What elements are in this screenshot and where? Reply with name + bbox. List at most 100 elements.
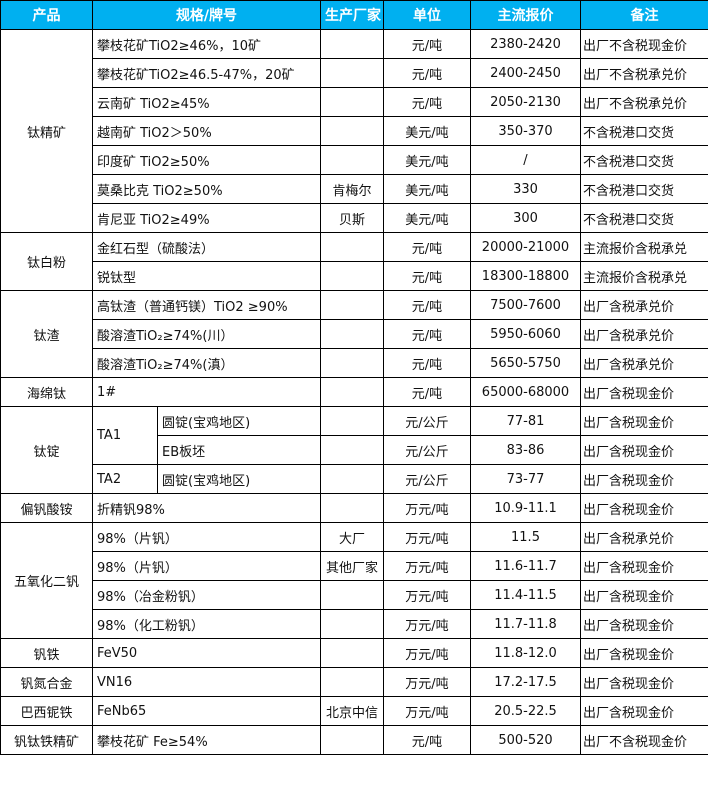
note-cell: 出厂含税承兑价 [580,348,708,378]
spec-cell: FeNb65 [92,696,321,726]
note-cell: 不含税港口交货 [580,203,708,233]
unit-cell: 元/吨 [383,377,471,407]
table-row: TA2 圆锭(宝鸡地区) 元/公斤 73-77 出厂含税现金价 [1,464,708,494]
note-cell: 出厂不含税现金价 [580,29,708,59]
maker-cell [320,609,384,639]
price-cell: 11.7-11.8 [470,609,581,639]
spec-cell: 酸溶渣TiO₂≥74%(滇） [92,348,321,378]
table-row: 98%（化工粉钒） 万元/吨 11.7-11.8 出厂含税现金价 [1,609,708,639]
price-cell: 20000-21000 [470,232,581,262]
spec-cell: 越南矿 TiO2＞50% [92,116,321,146]
unit-cell: 万元/吨 [383,522,471,552]
spec-cell: 折精钒98% [92,493,321,523]
unit-cell: 元/公斤 [383,464,471,494]
header-price: 主流报价 [470,0,581,30]
maker-cell [320,348,384,378]
price-cell: 2400-2450 [470,58,581,88]
maker-cell [320,667,384,697]
note-cell: 主流报价含税承兑 [580,232,708,262]
spec-cell: 高钛渣（普通钙镁）TiO2 ≥90% [92,290,321,320]
spec-cell: 金红石型（硫酸法） [92,232,321,262]
header-row: 产品 规格/牌号 生产厂家 单位 主流报价 备注 [0,0,708,30]
note-cell: 主流报价含税承兑 [580,261,708,291]
spec-cell: VN16 [92,667,321,697]
price-cell: 10.9-11.1 [470,493,581,523]
unit-cell: 美元/吨 [383,174,471,204]
spec-cell: 酸溶渣TiO₂≥74%(川） [92,319,321,349]
table-row: 钛白粉 金红石型（硫酸法） 元/吨 20000-21000 主流报价含税承兑 [0,232,708,291]
price-cell: 11.8-12.0 [470,638,581,668]
price-cell: 2050-2130 [470,87,581,117]
unit-cell: 美元/吨 [383,145,471,175]
note-cell: 出厂含税现金价 [580,377,708,407]
table-row: 钛渣 高钛渣（普通钙镁）TiO2 ≥90% 元/吨 7500-7600 出厂含税承兑价 [0,290,708,378]
unit-cell: 元/吨 [383,348,471,378]
note-cell: 不含税港口交货 [580,174,708,204]
header-unit: 单位 [383,0,471,30]
spec-cell: 98%（化工粉钒） [92,609,321,639]
price-cell: 11.5 [470,522,581,552]
maker-cell [320,232,384,262]
product-cell: 海绵钛 [0,377,93,407]
maker-cell [320,377,384,407]
maker-cell [320,464,384,494]
unit-cell: 元/吨 [383,725,471,755]
unit-cell: 元/吨 [383,232,471,262]
product-cell: 钛白粉 [0,232,93,291]
note-cell: 出厂含税现金价 [580,435,708,465]
maker-cell: 北京中信 [320,696,384,726]
price-cell: 300 [470,203,581,233]
price-table: 产品 规格/牌号 生产厂家 单位 主流报价 备注 钛精矿 攀枝花矿TiO2≥46%… [0,0,708,755]
spec-cell: 攀枝花矿TiO2≥46%，10矿 [92,29,321,59]
table-row: 锐钛型 元/吨 18300-18800 主流报价含税承兑 [1,261,708,291]
spec-cell: 攀枝花矿TiO2≥46.5-47%，20矿 [92,58,321,88]
product-cell: 钛锭 [0,406,93,494]
spec-cell: 攀枝花矿 Fe≥54% [92,725,321,755]
note-cell: 出厂含税承兑价 [580,290,708,320]
note-cell: 出厂含税承兑价 [580,319,708,349]
maker-cell [320,87,384,117]
product-cell: 钒钛铁精矿 [0,725,93,755]
table-row: 越南矿 TiO2＞50% 美元/吨 350-370 不含税港口交货 [1,116,708,146]
maker-cell [320,58,384,88]
table-row: 酸溶渣TiO₂≥74%(川） 元/吨 5950-6060 出厂含税承兑价 [1,319,708,349]
unit-cell: 万元/吨 [383,580,471,610]
price-cell: 7500-7600 [470,290,581,320]
spec-cell: 98%（冶金粉钒） [92,580,321,610]
maker-cell [320,261,384,291]
maker-cell [320,580,384,610]
maker-cell [320,29,384,59]
grade-cell: TA2 [92,464,158,494]
table-row: 钒钛铁精矿 攀枝花矿 Fe≥54% 元/吨 500-520 出厂不含税现金价 [0,725,708,755]
unit-cell: 万元/吨 [383,696,471,726]
price-cell: / [470,145,581,175]
spec-cell: EB板坯 [157,435,321,465]
spec-cell: 圆锭(宝鸡地区) [157,406,321,436]
unit-cell: 万元/吨 [383,667,471,697]
unit-cell: 万元/吨 [383,493,471,523]
table-row: 云南矿 TiO2≥45% 元/吨 2050-2130 出厂不含税承兑价 [1,87,708,117]
table-row: 巴西铌铁 FeNb65 北京中信 万元/吨 20.5-22.5 出厂含税现金价 [0,696,708,726]
spec-cell: 98%（片钒） [92,551,321,581]
price-cell: 330 [470,174,581,204]
price-cell: 83-86 [470,435,581,465]
spec-cell: 肯尼亚 TiO2≥49% [92,203,321,233]
unit-cell: 元/吨 [383,290,471,320]
note-cell: 出厂不含税承兑价 [580,58,708,88]
price-cell: 5950-6060 [470,319,581,349]
unit-cell: 美元/吨 [383,203,471,233]
note-cell: 出厂不含税现金价 [580,725,708,755]
product-cell: 巴西铌铁 [0,696,93,726]
maker-cell [320,725,384,755]
table-row: 98%（冶金粉钒） 万元/吨 11.4-11.5 出厂含税现金价 [1,580,708,610]
unit-cell: 万元/吨 [383,551,471,581]
maker-cell: 贝斯 [320,203,384,233]
note-cell: 出厂含税现金价 [580,551,708,581]
product-cell: 偏钒酸铵 [0,493,93,523]
spec-cell: 1# [92,377,321,407]
price-cell: 77-81 [470,406,581,436]
maker-cell [320,290,384,320]
product-cell: 钒铁 [0,638,93,668]
unit-cell: 元/吨 [383,319,471,349]
note-cell: 出厂含税承兑价 [580,522,708,552]
